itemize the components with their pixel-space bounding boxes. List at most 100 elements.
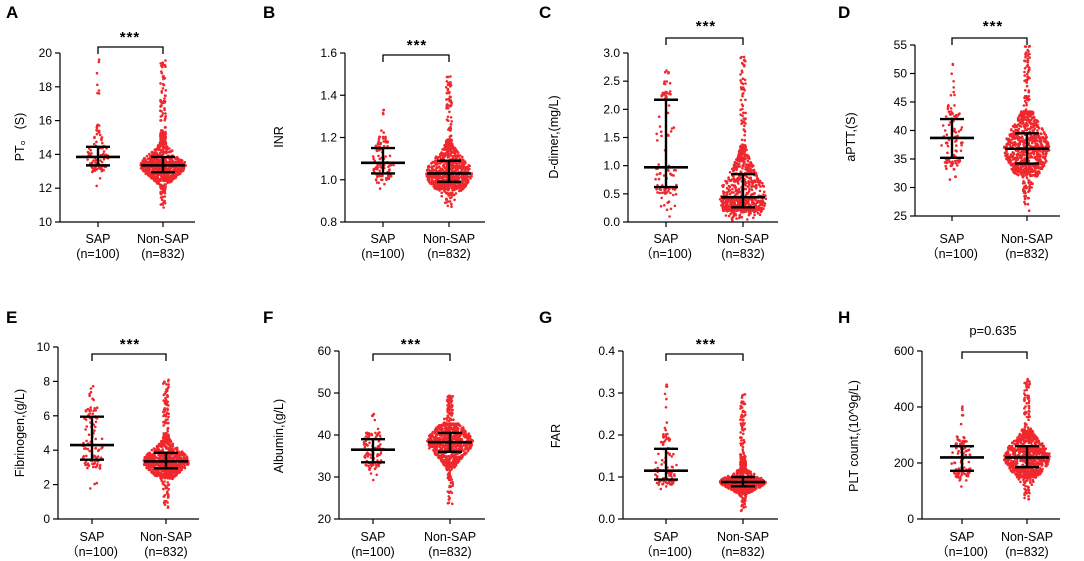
data-point (744, 203, 747, 206)
data-point (1031, 117, 1034, 120)
data-point (461, 162, 465, 165)
data-point (387, 168, 391, 172)
data-point (744, 111, 747, 115)
data-point (429, 174, 433, 178)
data-point (440, 191, 444, 195)
data-point (736, 180, 740, 184)
data-point (744, 82, 747, 85)
data-point (953, 168, 956, 171)
significance-label: *** (120, 29, 141, 46)
data-point (163, 63, 167, 67)
data-point (736, 203, 739, 207)
data-point (732, 168, 735, 172)
data-point (726, 209, 729, 212)
data-point (1035, 152, 1039, 155)
data-point (960, 126, 964, 129)
data-point (162, 424, 165, 427)
data-point (1018, 142, 1022, 146)
data-point (451, 164, 455, 168)
data-point (738, 165, 742, 168)
data-point (172, 455, 176, 458)
data-point (1039, 158, 1042, 161)
data-point (91, 465, 95, 469)
data-point (735, 208, 739, 211)
data-point (1033, 156, 1036, 160)
data-point (372, 478, 375, 482)
data-point (164, 59, 167, 62)
significance-label: *** (696, 18, 717, 35)
data-point (147, 468, 151, 472)
data-point (153, 179, 156, 183)
data-point (655, 173, 659, 176)
data-point (663, 188, 666, 191)
data-point (382, 131, 386, 134)
data-point (163, 118, 166, 122)
data-point (172, 475, 176, 478)
data-point (180, 161, 184, 164)
data-point (156, 173, 160, 176)
data-point (756, 200, 759, 204)
data-point (956, 164, 959, 167)
data-point (160, 153, 163, 157)
data-point (456, 176, 460, 179)
data-point (671, 187, 675, 191)
data-point (1018, 114, 1022, 118)
data-point (1045, 159, 1048, 163)
data-point (955, 150, 958, 153)
data-point (662, 191, 666, 194)
data-point (749, 169, 752, 173)
data-point (376, 142, 380, 146)
data-point (161, 87, 165, 90)
data-point (755, 177, 759, 181)
data-point (739, 98, 743, 102)
panel-letter: B (263, 3, 275, 22)
data-point (1022, 174, 1025, 178)
data-point (183, 464, 186, 468)
data-point (162, 440, 166, 444)
data-point (655, 188, 658, 191)
data-point (467, 164, 471, 167)
data-point (447, 91, 451, 95)
data-point (1024, 89, 1027, 92)
data-point (951, 63, 955, 66)
data-point (746, 218, 749, 221)
data-point (159, 82, 162, 85)
data-point (149, 155, 152, 158)
data-point (84, 428, 87, 431)
data-point (1017, 137, 1021, 140)
data-point (1025, 81, 1028, 84)
data-point (956, 134, 959, 138)
data-point (740, 215, 744, 219)
y-tick-label: 55 (894, 38, 908, 52)
data-point (734, 198, 738, 201)
data-point (96, 83, 99, 87)
data-point (164, 115, 167, 118)
data-point (100, 160, 104, 164)
data-point (159, 129, 163, 132)
data-point (947, 123, 951, 127)
data-point (364, 463, 368, 467)
data-point (1005, 137, 1008, 140)
data-point (723, 209, 726, 212)
data-point (162, 436, 166, 440)
data-point (387, 177, 391, 180)
data-point (667, 71, 670, 74)
data-point (955, 113, 958, 117)
data-point (90, 161, 94, 164)
data-point (673, 168, 676, 172)
data-point (759, 185, 762, 188)
data-point (445, 143, 449, 147)
y-tick-label: 0.5 (603, 187, 620, 201)
data-point (162, 144, 165, 148)
data-point (668, 81, 672, 85)
data-point (1026, 115, 1029, 118)
data-point (761, 199, 764, 203)
data-point (161, 455, 164, 459)
y-tick-label: 60 (318, 344, 332, 358)
data-point (946, 151, 949, 155)
data-point (727, 178, 730, 181)
data-point (96, 455, 100, 458)
data-point (170, 174, 173, 177)
data-point (168, 157, 171, 161)
